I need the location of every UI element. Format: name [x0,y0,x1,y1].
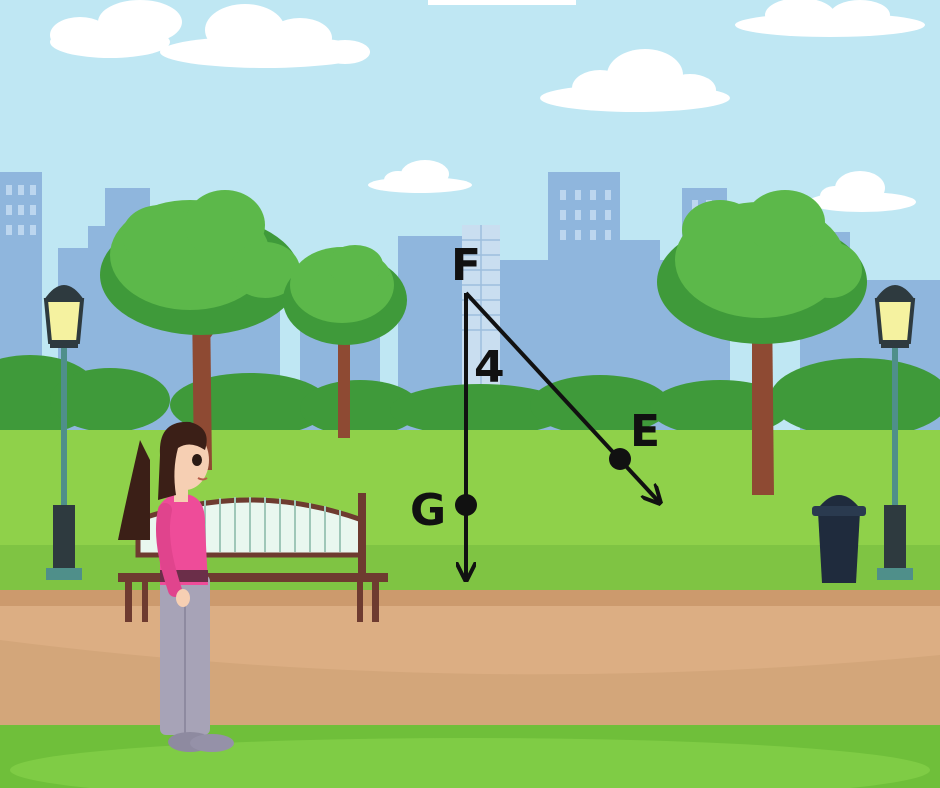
tree-icon [100,190,300,470]
trash-can-icon [812,495,866,583]
cloud-icon [428,0,576,5]
ray-fe [464,291,660,503]
foreground-grass [0,725,940,788]
point-label-e: E [630,406,660,457]
building-windows [6,185,712,240]
dirt-path [0,590,940,730]
angle-diagram: F G E 4 [410,240,660,580]
cloud-icon [735,0,925,37]
tree-icon [283,245,407,438]
girl-figure-icon [118,421,234,752]
point-e-dot [609,448,631,470]
point-g-dot [455,494,477,516]
angle-label: 4 [474,342,505,393]
cloud-icon [540,49,730,112]
tree-icon [657,190,867,495]
cloud-icon [160,4,370,68]
cloud-icon [808,171,916,212]
vertex-label-f: F [451,240,481,291]
cloud-icon [50,0,182,58]
point-label-g: G [410,485,446,536]
lamp-post-icon [874,285,916,580]
lamp-post-icon [43,285,85,580]
cloud-icon [368,160,472,193]
